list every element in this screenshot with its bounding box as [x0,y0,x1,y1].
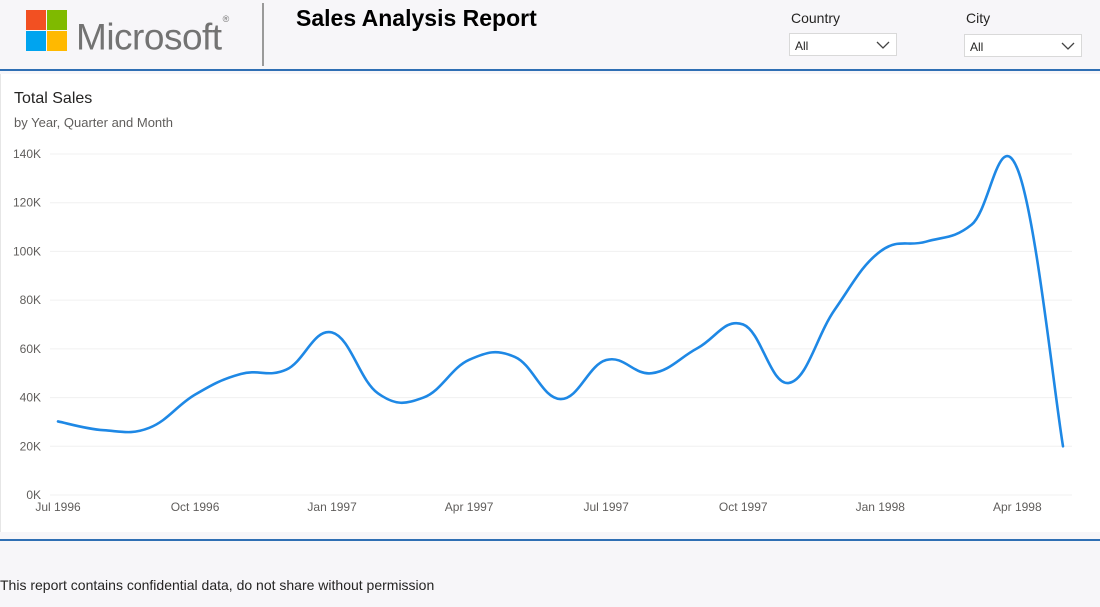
data-point[interactable] [54,417,62,425]
chart-subtitle: by Year, Quarter and Month [14,115,173,130]
city-filter-label: City [966,10,991,26]
x-tick-label: Jan 1998 [856,500,906,514]
data-point[interactable] [557,395,565,403]
y-tick-label: 0K [26,488,41,502]
report-footer [0,541,1100,607]
logo-yellow-square [47,31,67,51]
data-point[interactable] [100,426,108,434]
confidentiality-notice: This report contains confidential data, … [0,577,435,593]
x-tick-label: Apr 1998 [993,500,1042,514]
data-point[interactable] [1059,442,1067,450]
x-tick-label: Oct 1997 [719,500,768,514]
y-tick-label: 60K [20,342,41,356]
data-point[interactable] [191,391,199,399]
x-tick-label: Jul 1996 [35,500,81,514]
data-point[interactable] [282,366,290,374]
y-axis-ticks: 0K 20K 40K 60K 80K 100K 120K 140K [13,147,41,502]
data-point[interactable] [602,356,610,364]
country-filter-dropdown[interactable]: All [789,33,897,56]
x-tick-label: Jul 1997 [583,500,629,514]
total-sales-line-chart[interactable]: 0K 20K 40K 60K 80K 100K 120K 140K Jul 1996 Oct 1… [0,140,1100,525]
series-line-total-sales[interactable] [56,154,1065,448]
y-tick-label: 100K [13,244,41,258]
data-point[interactable] [876,247,884,255]
x-tick-label: Oct 1996 [171,500,220,514]
chart-title: Total Sales [14,90,93,107]
country-filter-value: All [795,39,809,53]
city-filter-dropdown[interactable]: All [964,34,1082,57]
data-point[interactable] [511,353,519,361]
data-point[interactable] [374,389,382,397]
y-tick-label: 140K [13,147,41,161]
logo-red-square [26,10,46,30]
header-divider [262,3,264,66]
data-point[interactable] [648,369,656,377]
logo-wordmark: Microsoft® [76,14,229,58]
footer-divider-line [0,539,1100,541]
x-axis-ticks: Jul 1996 Oct 1996 Jan 1997 Apr 1997 Jul 1997… [35,500,1042,514]
data-point[interactable] [237,370,245,378]
data-point[interactable] [831,306,839,314]
logo-blue-square [26,31,46,51]
header-divider-line [0,69,1100,71]
data-point[interactable] [1013,165,1021,173]
data-point[interactable] [922,238,930,246]
y-tick-label: 40K [20,391,41,405]
x-tick-label: Apr 1997 [445,500,494,514]
data-point[interactable] [968,221,976,229]
gridlines [50,153,1072,496]
microsoft-logo: Microsoft® [26,10,246,57]
city-filter-value: All [970,40,984,54]
logo-green-square [47,10,67,30]
country-filter-label: Country [791,10,841,26]
y-tick-label: 120K [13,196,41,210]
report-header: Microsoft® Sales Analysis Report Country… [0,0,1100,69]
page-title: Sales Analysis Report [296,5,537,31]
data-point[interactable] [328,329,336,337]
data-point[interactable] [694,344,702,352]
data-point[interactable] [419,394,427,402]
data-point[interactable] [785,379,793,387]
data-point[interactable] [145,424,153,432]
chevron-down-icon [1061,42,1075,50]
x-tick-label: Jan 1997 [307,500,357,514]
y-tick-label: 20K [20,439,41,453]
chart-card [0,74,1100,532]
data-point[interactable] [739,321,747,329]
y-tick-label: 80K [20,293,41,307]
chevron-down-icon [876,41,890,49]
data-point[interactable] [465,356,473,364]
data-points [54,165,1067,451]
